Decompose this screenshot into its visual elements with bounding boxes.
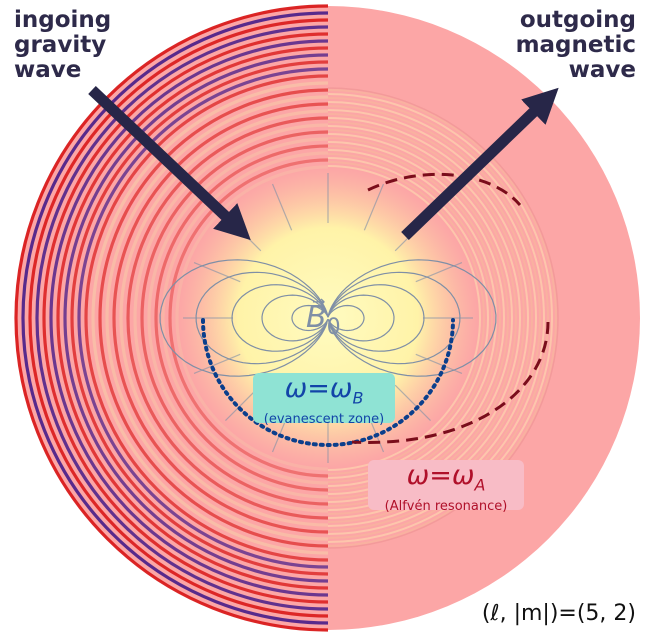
magnetic-wave-ring	[328, 129, 517, 507]
gravity-wave-ring	[154, 144, 328, 492]
field-subscript: 0	[326, 315, 341, 340]
magnetic-wave-ring	[328, 105, 541, 531]
ingoing-arrow	[88, 86, 251, 241]
gravity-wave-ring	[91, 81, 328, 555]
radial-field-line	[415, 261, 463, 283]
gravity-wave-ring	[28, 18, 328, 618]
radial-field-line	[415, 353, 463, 375]
magnetic-wave-ring	[328, 161, 485, 475]
gravity-wave-ring	[119, 109, 328, 527]
magnetic-wave-ring	[328, 153, 493, 483]
radial-field-line	[271, 183, 293, 231]
field-letter: B	[306, 300, 327, 335]
gravity-wave-ring	[70, 60, 328, 576]
magnetic-wave-ring	[328, 145, 501, 491]
magnetic-wave-ring	[328, 133, 513, 503]
radial-field-line	[363, 183, 385, 231]
magnetic-wave-ring	[328, 165, 481, 471]
field-line	[261, 294, 329, 342]
gravity-wave-ring	[112, 102, 328, 534]
gravity-wave-ring	[133, 123, 328, 513]
gravity-wave-ring	[147, 137, 328, 499]
alfven-resonance-lower	[351, 321, 550, 444]
evanescent-boundary	[201, 318, 455, 447]
field-line	[328, 259, 497, 377]
field-line	[327, 304, 365, 332]
field-line	[231, 284, 329, 352]
gravity-wave-ring	[63, 53, 328, 583]
field-symbol: → B0	[306, 292, 341, 340]
ingoing-wave-label: ingoing gravity wave	[14, 7, 112, 83]
gravity-wave-ring	[175, 165, 328, 471]
gravity-wave-rings	[14, 4, 328, 632]
gravity-wave-ring	[84, 74, 328, 562]
alfven-equation: ω=ωA	[406, 460, 486, 495]
radial-field-line	[193, 261, 241, 283]
magnetic-wave-ring	[328, 109, 537, 527]
outgoing-arrow	[401, 87, 559, 240]
magnetic-wave-ring	[328, 117, 529, 519]
magnetic-wave-ring	[328, 97, 549, 539]
gravity-wave-ring	[56, 46, 328, 590]
shell-boundary	[328, 87, 559, 549]
gravity-wave-ring	[77, 67, 328, 569]
field-line	[327, 284, 425, 352]
magnetic-wave-ring	[328, 125, 521, 511]
gravity-wave-ring	[49, 39, 328, 597]
magnetic-wave-ring	[328, 93, 553, 543]
gravity-wave-ring	[168, 158, 328, 478]
gravity-wave-ring	[42, 32, 328, 604]
gravity-wave-ring	[21, 11, 328, 625]
vector-arrow-mark: →	[312, 292, 326, 311]
gravity-wave-ring	[105, 95, 328, 541]
magnetic-wave-ring	[328, 89, 557, 547]
alfven-resonance-badge: ω=ωA (Alfvén resonance)	[368, 460, 524, 514]
outgoing-wave-label: outgoing magnetic wave	[515, 7, 636, 83]
field-line	[327, 294, 395, 342]
gravity-wave-ring	[35, 25, 328, 611]
field-line	[327, 271, 461, 365]
radial-field-line	[394, 384, 431, 421]
mode-numbers-label: (ℓ, |m|)=(5, 2)	[481, 601, 636, 626]
magnetic-wave-ring	[328, 101, 545, 535]
evanescent-zone-badge: ω=ωB (evanescent zone)	[253, 373, 395, 427]
alfven-resonance-upper	[367, 172, 522, 206]
radial-field-line	[193, 353, 241, 375]
gravity-wave-ring	[161, 151, 328, 485]
field-line	[195, 271, 329, 365]
evanescent-equation: ω=ωB	[284, 373, 364, 408]
gravity-wave-ring	[14, 4, 328, 632]
magnetic-wave-ring	[328, 141, 505, 495]
gravity-wave-ring	[126, 116, 328, 520]
magnetic-wave-ring	[328, 137, 509, 499]
field-line	[291, 304, 329, 332]
evanescent-caption: (evanescent zone)	[263, 412, 385, 428]
field-line	[159, 259, 328, 377]
alfven-caption: (Alfvén resonance)	[384, 499, 508, 515]
magnetic-wave-ring	[328, 157, 489, 479]
gravity-wave-ring	[140, 130, 328, 506]
gravity-wave-ring	[98, 88, 328, 548]
magnetic-wave-ring	[328, 113, 533, 523]
magnetic-wave-ring	[328, 121, 525, 515]
